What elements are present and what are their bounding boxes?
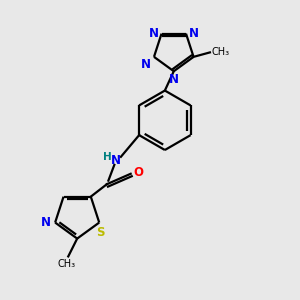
Text: O: O bbox=[134, 166, 144, 179]
Text: N: N bbox=[148, 27, 159, 40]
Text: N: N bbox=[189, 27, 199, 40]
Text: N: N bbox=[169, 73, 179, 86]
Text: H: H bbox=[103, 152, 112, 162]
Text: N: N bbox=[41, 216, 51, 229]
Text: CH₃: CH₃ bbox=[212, 47, 230, 57]
Text: N: N bbox=[111, 154, 121, 167]
Text: N: N bbox=[141, 58, 151, 71]
Text: S: S bbox=[97, 226, 105, 239]
Text: CH₃: CH₃ bbox=[58, 260, 76, 269]
